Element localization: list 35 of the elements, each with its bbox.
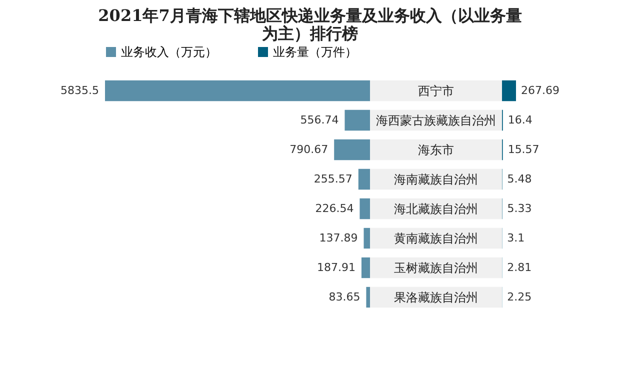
y-tick-label: 海北藏族自治州 xyxy=(394,202,478,216)
chart-title: 2021年7月青海下辖地区快递业务量及业务收入（以业务量为主）排行榜 xyxy=(98,6,522,43)
y-tick-label: 西宁市 xyxy=(418,84,454,98)
data-label: 137.89 xyxy=(319,231,358,244)
y-tick-label: 玉树藏族自治州 xyxy=(394,260,478,275)
data-label: 5.33 xyxy=(507,202,532,215)
data-label: 5.48 xyxy=(507,172,532,186)
data-label: 187.91 xyxy=(316,260,356,274)
bar xyxy=(364,228,370,249)
data-label: 2.25 xyxy=(507,290,532,304)
bar xyxy=(358,168,370,190)
data-label: 16.4 xyxy=(508,113,532,126)
data-label: 3.1 xyxy=(507,231,525,244)
bar xyxy=(502,80,516,102)
data-label: 790.67 xyxy=(290,142,328,156)
data-label: 2.81 xyxy=(507,260,532,274)
y-tick-label: 果洛藏族自治州 xyxy=(394,290,478,304)
y-tick-label: 海东市 xyxy=(418,142,454,157)
bar xyxy=(334,139,370,160)
data-label: 5835.5 xyxy=(60,84,99,97)
data-label: 83.65 xyxy=(328,290,360,304)
bar xyxy=(366,286,370,308)
data-label: 15.57 xyxy=(508,142,540,156)
data-label: 226.54 xyxy=(315,202,354,215)
data-label: 267.69 xyxy=(521,84,560,97)
y-tick-label: 黄南藏族自治州 xyxy=(394,231,478,246)
data-label: 255.57 xyxy=(314,172,352,186)
y-tick-label: 海西蒙古族藏族自治州 xyxy=(376,113,496,128)
legend-label: 业务收入（万元） xyxy=(121,45,217,59)
bar xyxy=(361,257,370,278)
bar xyxy=(360,198,370,220)
bar xyxy=(344,110,370,131)
data-label: 556.74 xyxy=(300,113,339,126)
y-tick-label: 海南藏族自治州 xyxy=(394,172,478,186)
legend-label: 业务量（万件） xyxy=(273,45,357,59)
